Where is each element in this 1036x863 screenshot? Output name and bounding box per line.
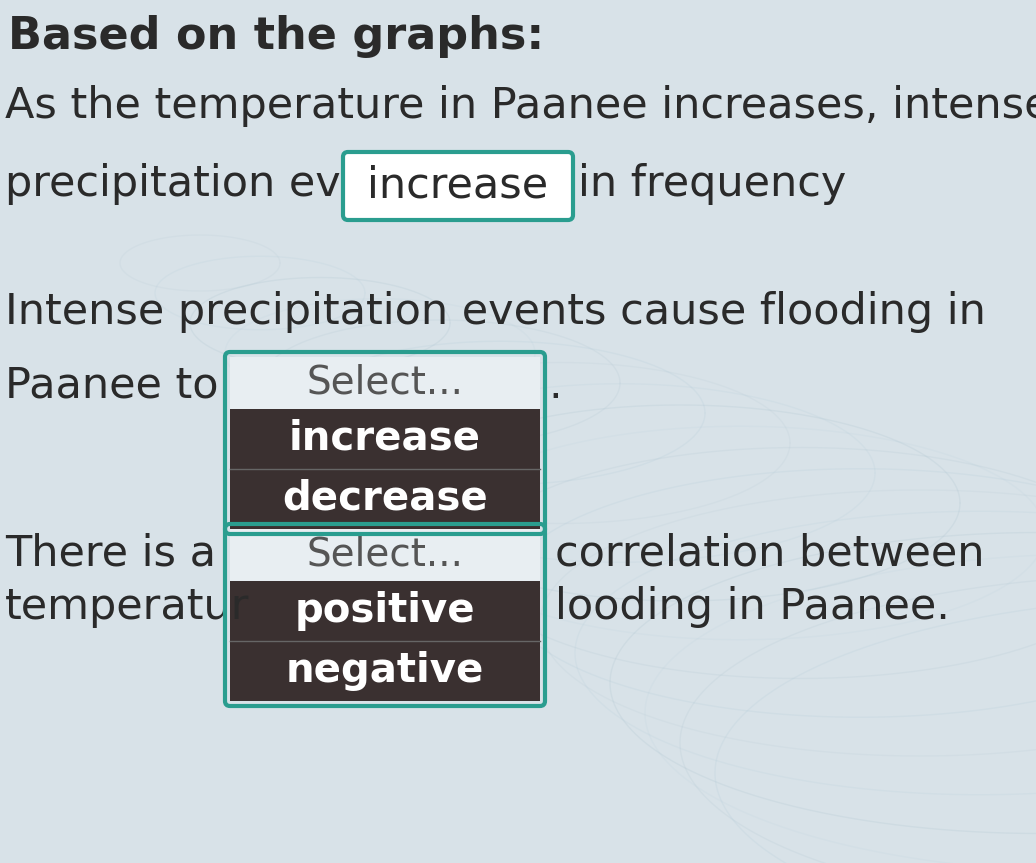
Text: in frequency: in frequency	[578, 163, 846, 205]
Text: increase: increase	[289, 419, 481, 459]
Text: As the temperature in Paanee increases, intense: As the temperature in Paanee increases, …	[5, 85, 1036, 127]
Text: Select...: Select...	[307, 536, 463, 574]
Text: negative: negative	[286, 651, 484, 691]
Text: positive: positive	[294, 591, 476, 631]
FancyBboxPatch shape	[230, 357, 540, 409]
FancyBboxPatch shape	[230, 581, 540, 641]
FancyBboxPatch shape	[230, 529, 540, 581]
Text: correlation between: correlation between	[555, 533, 984, 575]
Text: .: .	[548, 365, 562, 407]
FancyBboxPatch shape	[230, 409, 540, 469]
Text: looding in Paanee.: looding in Paanee.	[555, 586, 950, 628]
Text: precipitation events: precipitation events	[5, 163, 434, 205]
Text: decrease: decrease	[282, 479, 488, 519]
Text: temperatur: temperatur	[5, 586, 250, 628]
FancyBboxPatch shape	[230, 641, 540, 701]
Text: increase: increase	[368, 165, 549, 207]
FancyBboxPatch shape	[343, 152, 573, 220]
FancyBboxPatch shape	[230, 469, 540, 529]
Text: Paanee to: Paanee to	[5, 365, 219, 407]
Text: Based on the graphs:: Based on the graphs:	[8, 15, 544, 58]
Text: Select...: Select...	[307, 364, 463, 402]
Text: There is a: There is a	[5, 533, 215, 575]
Text: Intense precipitation events cause flooding in: Intense precipitation events cause flood…	[5, 291, 986, 333]
